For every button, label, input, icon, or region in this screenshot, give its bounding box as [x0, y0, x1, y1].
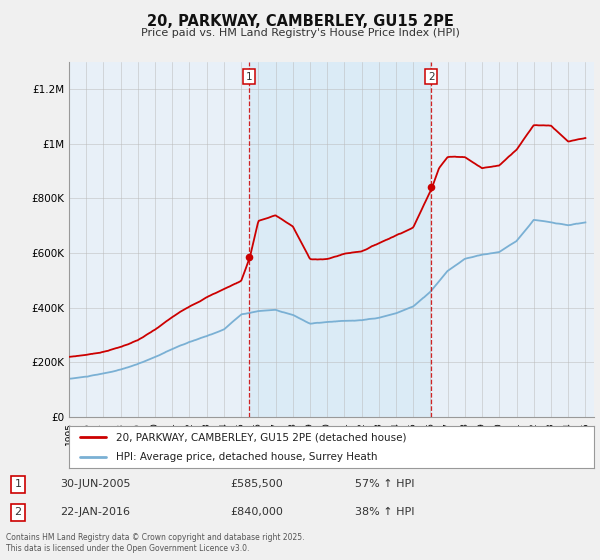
Text: Contains HM Land Registry data © Crown copyright and database right 2025.: Contains HM Land Registry data © Crown c… — [6, 533, 305, 542]
Text: 22-JAN-2016: 22-JAN-2016 — [60, 507, 130, 517]
Text: £585,500: £585,500 — [230, 479, 283, 489]
Text: £840,000: £840,000 — [230, 507, 283, 517]
Text: 2: 2 — [14, 507, 22, 517]
Text: 2: 2 — [428, 72, 434, 82]
Text: 1: 1 — [246, 72, 253, 82]
Point — [427, 183, 436, 192]
Text: 20, PARKWAY, CAMBERLEY, GU15 2PE (detached house): 20, PARKWAY, CAMBERLEY, GU15 2PE (detach… — [116, 432, 407, 442]
Text: 1: 1 — [14, 479, 22, 489]
Text: This data is licensed under the Open Government Licence v3.0.: This data is licensed under the Open Gov… — [6, 544, 250, 553]
Point — [244, 253, 254, 262]
Text: 38% ↑ HPI: 38% ↑ HPI — [355, 507, 415, 517]
Text: 20, PARKWAY, CAMBERLEY, GU15 2PE: 20, PARKWAY, CAMBERLEY, GU15 2PE — [146, 14, 454, 29]
Text: HPI: Average price, detached house, Surrey Heath: HPI: Average price, detached house, Surr… — [116, 452, 378, 462]
Text: Price paid vs. HM Land Registry's House Price Index (HPI): Price paid vs. HM Land Registry's House … — [140, 28, 460, 38]
Text: 30-JUN-2005: 30-JUN-2005 — [60, 479, 131, 489]
Bar — [249, 62, 431, 417]
Text: 57% ↑ HPI: 57% ↑ HPI — [355, 479, 415, 489]
